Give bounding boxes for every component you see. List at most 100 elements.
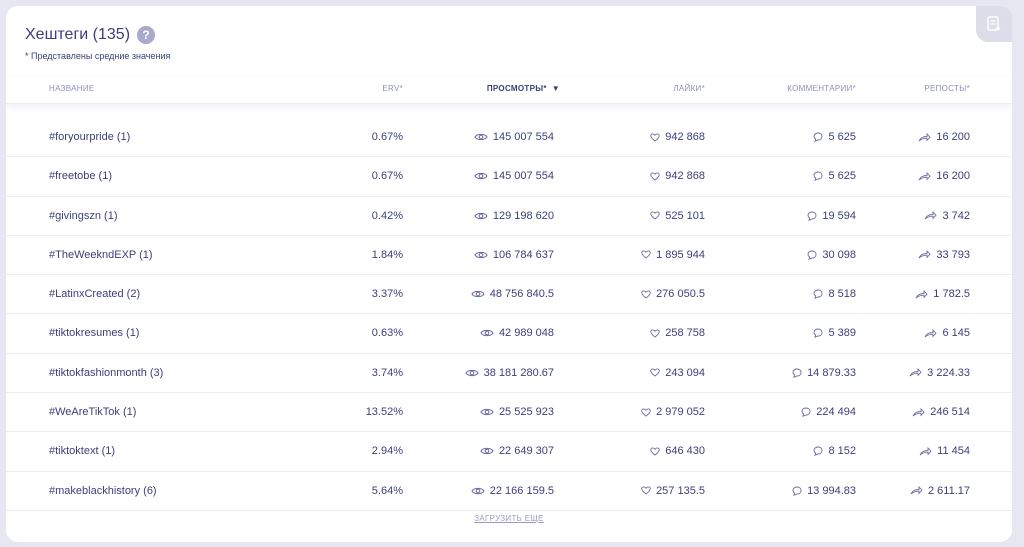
comment-icon — [814, 289, 823, 300]
reposts-value: 6 145 — [942, 327, 970, 340]
erv-value: 1.84% — [371, 248, 403, 261]
table-row[interactable]: #LatinxCreated (2) 3.37% 48 756 840.5 27… — [6, 275, 1012, 315]
hashtags-card: Хештеги (135) ? * Представлены средние з… — [6, 6, 1012, 542]
hashtag-name[interactable]: #foryourpride (1) — [49, 131, 131, 143]
share-arrow-icon — [919, 446, 932, 456]
eye-icon — [480, 330, 494, 337]
erv-value: 3.74% — [371, 366, 403, 379]
likes-cell: 243 094 — [650, 367, 705, 379]
hashtag-name[interactable]: #freetobe (1) — [49, 170, 112, 183]
hashtag-name[interactable]: #tiktokresumes (1) — [49, 327, 140, 340]
comment-icon — [792, 486, 802, 496]
column-reposts[interactable]: РЕПОСТЫ* — [924, 84, 970, 93]
comments-cell: 5 625 — [813, 170, 856, 182]
column-name[interactable]: НАЗВАНИЕ — [49, 84, 95, 93]
eye-icon — [474, 251, 488, 259]
views-cell: 48 756 840.5 — [471, 288, 554, 300]
hashtag-name[interactable]: #TheWeekndEXP (1) — [49, 248, 153, 261]
hashtag-name[interactable]: #makeblackhistory (6) — [49, 484, 157, 497]
hashtag-name[interactable]: #tiktokfashionmonth (3) — [49, 366, 164, 379]
likes-value: 942 868 — [665, 170, 705, 183]
reposts-cell: 16 200 — [918, 170, 970, 182]
views-cell: 42 989 048 — [480, 327, 554, 339]
share-arrow-icon — [909, 368, 922, 377]
erv-value: 0.42% — [371, 209, 403, 222]
views-value: 22 166 159.5 — [489, 484, 554, 497]
share-arrow-icon — [925, 328, 938, 338]
pdf-download-icon — [987, 16, 1001, 31]
likes-cell: 646 430 — [650, 445, 705, 457]
views-cell: 22 166 159.5 — [471, 485, 554, 497]
views-value: 129 198 620 — [492, 209, 554, 222]
table-row[interactable]: #makeblackhistory (6) 5.64% 22 166 159.5… — [6, 472, 1012, 511]
reposts-cell: 16 200 — [918, 131, 970, 143]
reposts-cell: 6 145 — [924, 327, 970, 339]
likes-value: 646 430 — [665, 445, 705, 458]
hashtag-name[interactable]: #tiktoktext (1) — [49, 445, 116, 458]
eye-icon — [474, 173, 488, 180]
share-arrow-icon — [912, 407, 925, 417]
views-cell: 38 181 280.67 — [465, 367, 554, 379]
help-icon[interactable]: ? — [137, 26, 156, 44]
table-row[interactable]: #freetobe (1) 0.67% 145 007 554 942 868 … — [6, 157, 1012, 197]
table-row[interactable]: #tiktoktext (1) 2.94% 22 649 307 646 430… — [6, 432, 1012, 472]
column-erv[interactable]: ERV* — [382, 84, 403, 93]
share-arrow-icon — [910, 486, 923, 495]
table-row[interactable]: #tiktokresumes (1) 0.63% 42 989 048 258 … — [6, 314, 1012, 354]
page-title: Хештеги (135) ? — [25, 26, 156, 44]
reposts-value: 16 200 — [936, 170, 970, 183]
erv-value: 0.67% — [371, 170, 403, 183]
eye-icon — [471, 291, 485, 298]
column-comments[interactable]: КОММЕНТАРИИ* — [787, 84, 856, 93]
likes-cell: 2 979 052 — [641, 406, 705, 418]
reposts-value: 33 793 — [936, 248, 970, 261]
likes-cell: 257 135.5 — [641, 485, 705, 497]
hashtag-name[interactable]: #LatinxCreated (2) — [49, 288, 141, 301]
comment-icon — [807, 211, 817, 221]
heart-icon — [641, 486, 651, 495]
views-value: 38 181 280.67 — [483, 366, 554, 379]
views-cell: 22 649 307 — [480, 445, 554, 457]
table-row[interactable]: #tiktokfashionmonth (3) 3.74% 38 181 280… — [6, 354, 1012, 394]
comment-icon — [814, 171, 823, 182]
comments-value: 5 625 — [828, 131, 856, 143]
heart-icon — [641, 290, 651, 299]
reposts-value: 11 454 — [937, 445, 970, 458]
table-row[interactable]: #foryourpride (1) 0.67% 145 007 554 942 … — [6, 118, 1012, 158]
reposts-value: 2 611.17 — [927, 484, 970, 497]
reposts-cell: 3 224.33 — [909, 367, 970, 379]
hashtag-name[interactable]: #givingszn (1) — [49, 209, 118, 222]
load-more-button[interactable]: ЗАГРУЗИТЬ ЕЩЕ — [474, 514, 544, 523]
comments-cell: 30 098 — [807, 249, 856, 261]
column-views-label: ПРОСМОТРЫ* — [486, 84, 547, 93]
likes-value: 1 895 944 — [656, 248, 705, 261]
column-likes[interactable]: ЛАЙКИ* — [673, 84, 705, 93]
hashtag-table-body: #foryourpride (1) 0.67% 145 007 554 942 … — [6, 118, 1012, 511]
heart-icon — [650, 132, 660, 142]
views-cell: 145 007 554 — [474, 131, 554, 143]
likes-value: 2 979 052 — [656, 406, 705, 419]
comment-icon — [801, 407, 811, 418]
share-arrow-icon — [918, 132, 931, 142]
comments-value: 13 994.83 — [807, 484, 856, 497]
comments-cell: 5 625 — [813, 131, 856, 143]
table-row[interactable]: #WeAreTikTok (1) 13.52% 25 525 923 2 979… — [6, 393, 1012, 433]
column-views[interactable]: ПРОСМОТРЫ* ▼ — [487, 84, 560, 93]
comments-value: 19 594 — [822, 209, 856, 222]
comments-cell: 5 389 — [813, 327, 856, 339]
views-value: 145 007 554 — [492, 170, 554, 183]
comments-cell: 13 994.83 — [792, 485, 856, 497]
comments-cell: 8 152 — [813, 445, 856, 457]
comments-value: 5 625 — [828, 170, 856, 183]
likes-cell: 1 895 944 — [641, 249, 705, 261]
eye-icon — [480, 448, 494, 455]
table-row[interactable]: #givingszn (1) 0.42% 129 198 620 525 101… — [6, 197, 1012, 236]
comments-value: 30 098 — [822, 248, 856, 261]
hashtag-name[interactable]: #WeAreTikTok (1) — [49, 406, 137, 419]
share-arrow-icon — [925, 211, 938, 220]
comments-cell: 8 518 — [813, 288, 856, 300]
reposts-value: 1 782.5 — [933, 288, 970, 301]
erv-value: 13.52% — [365, 406, 403, 419]
table-row[interactable]: #TheWeekndEXP (1) 1.84% 106 784 637 1 89… — [6, 236, 1012, 276]
export-pdf-button[interactable] — [976, 6, 1012, 42]
